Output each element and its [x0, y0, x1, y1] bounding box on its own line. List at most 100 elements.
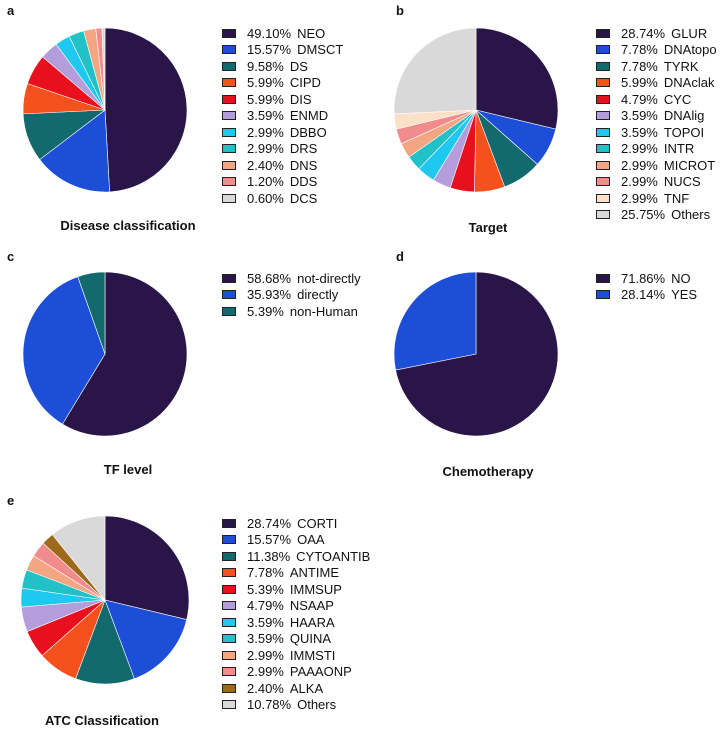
pie-slice-dcs: [101, 27, 106, 111]
legend-swatch: [222, 306, 236, 316]
legend-percent: 7.78%: [621, 58, 658, 74]
legend-label: CORTI: [297, 515, 338, 531]
pie-slice-not-directly: [62, 271, 188, 437]
legend-label: DIS: [289, 91, 312, 107]
legend-item: 0.60% DCS: [222, 190, 343, 207]
legend-percent: 2.99%: [247, 664, 284, 680]
legend-swatch: [596, 144, 610, 154]
legend-swatch: [222, 144, 236, 154]
legend-swatch: [222, 518, 236, 528]
chart-title: Disease classification: [60, 218, 196, 233]
legend-swatch: [222, 667, 236, 677]
legend-item: 5.99% DIS: [222, 91, 343, 108]
legend-swatch: [222, 650, 236, 660]
legend-item: 10.78% Others: [222, 697, 370, 714]
legend-percent: 0.60%: [247, 190, 284, 206]
pie-slice-others: [51, 515, 106, 601]
legend-item: 28.74% GLUR: [596, 25, 717, 42]
legend-percent: 7.78%: [621, 42, 658, 58]
legend-label: NEO: [297, 25, 326, 41]
legend-percent: 3.59%: [247, 614, 284, 630]
legend-percent: 49.10%: [247, 25, 292, 41]
legend-label: DRS: [289, 141, 318, 157]
legend-percent: 9.58%: [247, 58, 284, 74]
legend-item: 9.58% DS: [222, 58, 343, 75]
legend-swatch: [222, 273, 236, 283]
legend-label: NSAAP: [289, 598, 334, 614]
legend-swatch: [596, 177, 610, 187]
chart-title: Target: [468, 220, 508, 235]
legend-item: 11.38% CYTOANTIB: [222, 548, 370, 565]
legend-swatch: [222, 78, 236, 88]
pie-slice-others: [393, 27, 477, 115]
legend-swatch: [222, 160, 236, 170]
legend-percent: 3.59%: [247, 108, 284, 124]
legend-item: 7.78% ANTIME: [222, 565, 370, 582]
legend-item: 15.57% DMSCT: [222, 42, 343, 59]
legend-item: 7.78% DNAtopo: [596, 42, 717, 59]
legend-percent: 5.99%: [247, 75, 284, 91]
legend-item: 5.39% IMMSUP: [222, 581, 370, 598]
legend-item: 2.99% IMMSTI: [222, 647, 370, 664]
legend-label: DDS: [289, 174, 318, 190]
legend-swatch: [222, 45, 236, 55]
panel-letter: b: [396, 3, 404, 18]
legend-swatch: [222, 568, 236, 578]
legend-label: YES: [671, 287, 698, 303]
legend-percent: 28.14%: [621, 287, 666, 303]
legend-swatch: [222, 290, 236, 300]
legend-swatch: [596, 210, 610, 220]
legend-percent: 58.68%: [247, 270, 292, 286]
legend-item: 3.59% TOPOI: [596, 124, 717, 141]
legend-item: 35.93% directly: [222, 287, 361, 304]
panel-letter: a: [7, 3, 15, 18]
pie-slice-neo: [104, 27, 188, 193]
legend: 28.74% GLUR 7.78% DNAtopo 7.78% TYRK 5.99% DNAc…: [596, 25, 717, 223]
legend-label: CYTOANTIB: [296, 548, 371, 564]
legend-percent: 2.99%: [247, 647, 284, 663]
legend-label: DNAclak: [663, 75, 715, 91]
legend-swatch: [222, 584, 236, 594]
legend-label: TOPOI: [663, 124, 705, 140]
pie-slice-dmsct: [39, 109, 110, 193]
legend: 49.10% NEO 15.57% DMSCT 9.58% DS 5.99% CIPD 5.99…: [222, 25, 343, 207]
legend-swatch: [596, 160, 610, 170]
legend-item: 2.99% INTR: [596, 141, 717, 158]
pie-chart: [22, 27, 188, 193]
legend-percent: 5.39%: [247, 303, 284, 319]
pie-slice-corti: [104, 515, 190, 620]
legend-percent: 2.99%: [621, 174, 658, 190]
legend-percent: 10.78%: [247, 697, 292, 713]
legend-percent: 2.40%: [247, 157, 284, 173]
legend-label: DNS: [289, 157, 318, 173]
legend-swatch: [222, 94, 236, 104]
panel-letter: d: [396, 249, 404, 264]
legend-percent: 2.99%: [247, 124, 284, 140]
legend-label: INTR: [663, 141, 695, 157]
legend-label: DNAlig: [663, 108, 705, 124]
legend: 71.86% NO 28.14% YES: [596, 270, 697, 303]
legend-item: 3.59% HAARA: [222, 614, 370, 631]
legend-label: NO: [671, 270, 691, 286]
legend-swatch: [596, 45, 610, 55]
legend-swatch: [222, 551, 236, 561]
pie-slice-glur: [475, 27, 559, 130]
pie-chart: [393, 271, 559, 437]
legend-item: 3.59% ENMD: [222, 108, 343, 125]
legend-label: not-directly: [297, 270, 361, 286]
legend-percent: 5.99%: [621, 75, 658, 91]
legend-swatch: [596, 193, 610, 203]
legend-label: IMMSUP: [289, 581, 342, 597]
pie-chart: [20, 515, 190, 685]
legend-percent: 4.79%: [247, 598, 284, 614]
legend-item: 2.99% DBBO: [222, 124, 343, 141]
legend-item: 2.99% PAAAONP: [222, 664, 370, 681]
legend-percent: 5.99%: [247, 91, 284, 107]
pie-slice-non-human: [77, 271, 106, 355]
legend-swatch: [596, 61, 610, 71]
legend-percent: 28.74%: [247, 515, 292, 531]
legend-item: 2.99% MICROT: [596, 157, 717, 174]
legend-swatch: [222, 700, 236, 710]
legend-swatch: [596, 94, 610, 104]
legend-percent: 11.38%: [247, 548, 291, 564]
